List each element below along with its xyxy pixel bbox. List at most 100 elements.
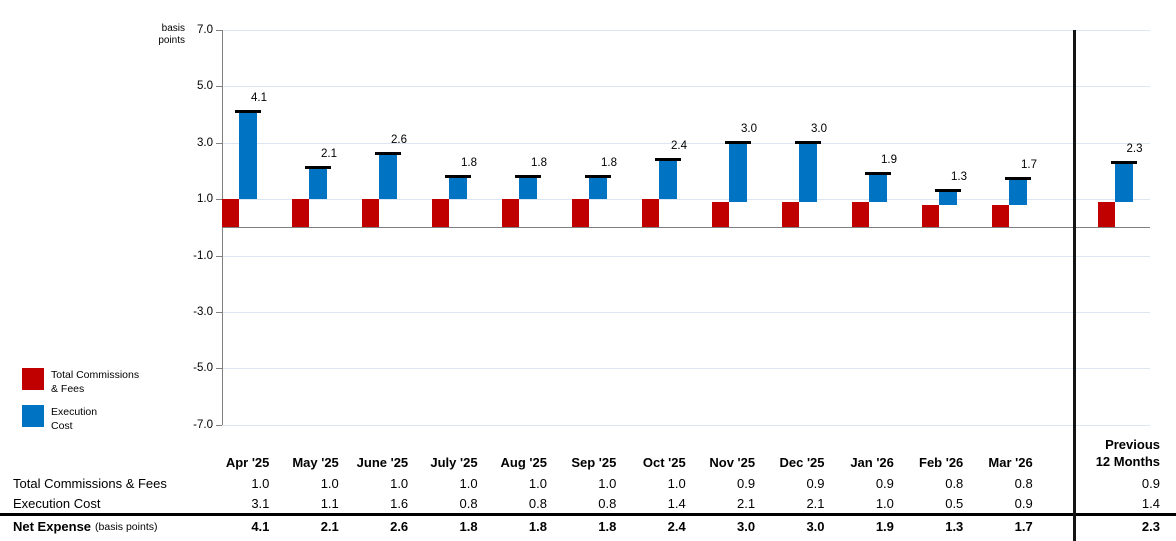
table-value-cell: 1.0 [598,475,617,491]
table-value-cell: 1.0 [459,475,478,491]
commissions-bar [852,202,869,228]
table-value-cell: 3.1 [251,495,270,511]
net-expense-value-label: 3.0 [811,122,827,135]
y-axis-tick-label: 7.0 [197,24,213,36]
previous-period-separator-line [1073,30,1076,541]
net-expense-marker [585,174,611,178]
month-header-cell: May '25 [292,455,339,470]
execution-legend-swatch [22,405,44,427]
net-expense-value-label: 2.6 [391,134,407,147]
table-value-cell: 1.4 [667,495,686,511]
gridline [222,30,1150,31]
previous-12-months-value-cell: 0.9 [1141,475,1160,491]
commissions-legend-swatch [22,368,44,390]
gridline [222,255,1150,257]
commissions-bar [362,199,379,228]
row-label-text: Net Expense [13,519,92,534]
y-axis-title-line1: basis [161,23,185,34]
gridline [222,312,1150,313]
execution-bar [379,154,397,200]
execution-bar [239,111,257,200]
execution-bar [799,142,817,203]
net-expense-value-label: 4.1 [251,91,267,104]
month-header-cell: Nov '25 [709,455,756,470]
commissions-bar [222,199,239,228]
commissions-bar [712,202,729,228]
month-header-cell: July '25 [430,455,478,470]
commissions-bar [992,204,1009,228]
table-value-cell: 1.6 [390,495,409,511]
table-value-cell: 2.4 [667,519,686,534]
net-expense-marker [725,140,751,144]
execution-bar [309,168,327,200]
table-row-label: Total Commissions & Fees [0,473,200,493]
table-value-cell: 0.8 [598,495,617,511]
net-expense-value-label: 2.3 [1126,142,1143,155]
y-axis-tick [216,424,222,426]
cost-summary-table: Apr '25 May '25 June '25 July '25 Aug '25 Sep… [0,432,1176,537]
y-axis-tick [216,312,222,313]
month-header-cell: Apr '25 [225,455,270,470]
table-value-cell: 2.1 [320,519,339,534]
y-axis-tick [216,142,222,144]
net-expense-marker [305,166,331,170]
commissions-bar [502,199,519,228]
commissions-bar [922,204,939,228]
table-value-cell: 0.8 [945,475,964,491]
net-expense-top-rule [0,513,1176,516]
y-axis-tick [216,86,222,88]
net-expense-marker [865,171,891,175]
execution-bar [1114,162,1133,202]
gridline [222,424,1150,426]
execution-bar [729,142,747,203]
table-value-cell: 1.0 [251,475,270,491]
table-value-cell: 4.1 [251,519,270,534]
y-axis-tick-label: -3.0 [193,306,213,318]
y-axis-tick-label: -7.0 [193,418,213,431]
net-expense-value-label: 1.8 [531,156,547,169]
table-value-cell: 1.8 [528,519,547,534]
gridline [222,368,1150,370]
y-axis-title-line2: points [158,35,185,46]
net-expense-marker [445,174,471,178]
net-expense-marker [235,109,261,113]
y-axis-tick-label: -5.0 [193,362,213,375]
table-value-cell: 0.9 [806,475,825,491]
table-value-cell: 2.6 [390,519,409,534]
net-expense-value-label: 1.9 [881,153,897,166]
x-axis-zero-line [222,227,1150,228]
table-corner-cell [0,432,200,473]
y-axis-tick [216,30,222,31]
month-header-cell: Aug '25 [500,455,547,470]
table-value-cell: 0.9 [737,475,756,491]
y-axis-title: basis points [105,23,185,47]
net-expense-value-label: 2.1 [321,148,337,161]
previous-header-line1: Previous [1105,437,1160,452]
previous-12-months-value-cell: 2.3 [1141,519,1160,534]
execution-bar [589,176,607,200]
row-label-suffix: (basis points) [95,520,158,533]
table-value-cell: 3.0 [806,519,825,534]
previous-header-line2: 12 Months [1095,454,1160,469]
table-value-cell: 1.0 [875,495,894,511]
execution-bar [519,176,537,200]
y-axis-tick-label: 5.0 [197,80,213,93]
net-expense-marker [795,140,821,144]
legend: Total Commissions & Fees Execution Cost [0,360,200,450]
y-axis-tick-label: 3.0 [197,136,213,149]
table-value-cell: 2.1 [806,495,825,511]
commissions-bar [1097,202,1115,228]
commissions-bar [432,199,449,228]
commissions-bar [292,199,309,228]
y-axis-tick [216,199,222,201]
table-value-cell: 0.5 [945,495,964,511]
table-value-cell: 1.9 [875,519,894,534]
table-value-cell: 1.8 [598,519,617,534]
gridline [222,199,1150,201]
commissions-bar [642,199,659,228]
execution-bar [659,159,677,200]
month-header-cell: Oct '25 [642,455,686,470]
net-expense-marker [515,174,541,178]
